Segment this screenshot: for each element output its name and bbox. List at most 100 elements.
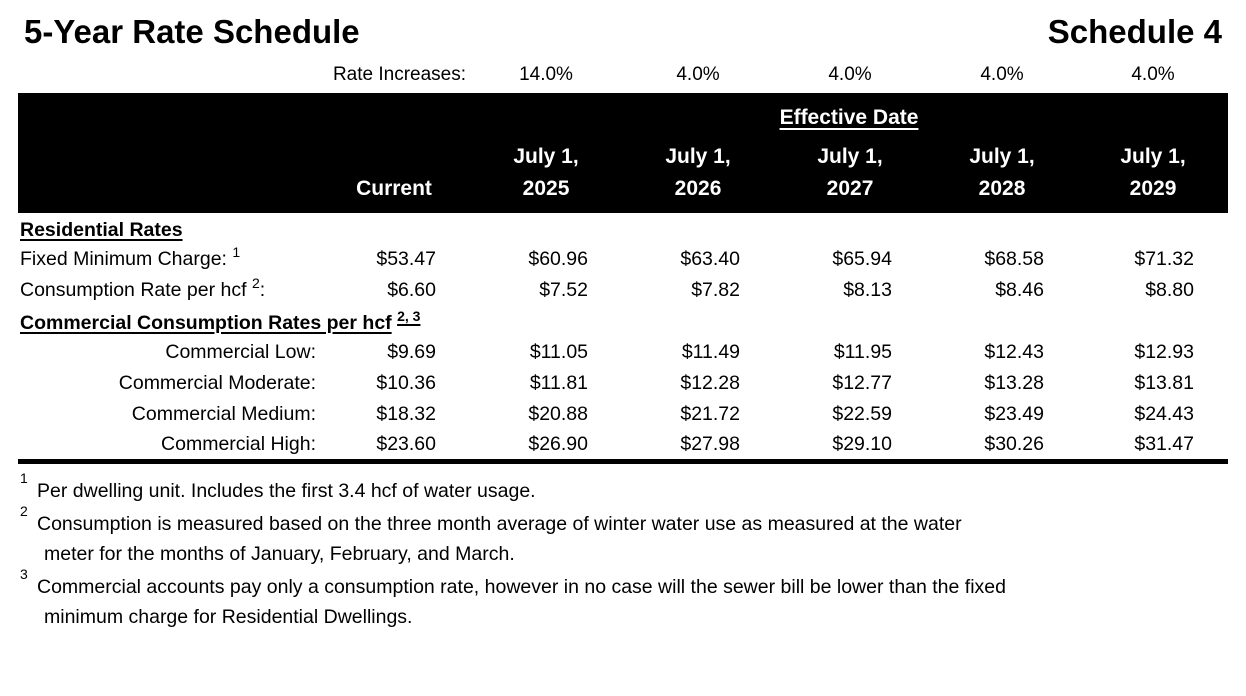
value-2029: $13.81 (1134, 372, 1195, 394)
residential-rates-heading: Residential Rates (18, 213, 1228, 244)
header-spacer (18, 93, 470, 131)
effective-date-label: Effective Date (779, 106, 919, 129)
value-2028: $13.28 (984, 372, 1045, 394)
column-header-line2: 2028 (978, 176, 1026, 200)
footnote-text: Commercial accounts pay only a consumpti… (37, 575, 1006, 598)
table-row-fixed-minimum-charge: Fixed Minimum Charge: 1 $53.47 $60.96 $6… (18, 244, 1228, 275)
value-2028: $68.58 (984, 248, 1045, 270)
value-2025: $26.90 (528, 432, 589, 455)
page-title: 5-Year Rate Schedule (24, 13, 360, 50)
value-2029: $71.32 (1134, 248, 1195, 270)
row-label-text: Consumption Rate per hcf (20, 279, 247, 301)
effective-date-row: Effective Date (18, 93, 1228, 131)
rate-increase-2028: 4.0% (980, 64, 1024, 85)
row-label-sup: 2 (251, 274, 260, 291)
value-2026: $63.40 (680, 248, 741, 270)
column-header-line2: 2029 (1129, 176, 1177, 200)
column-header-line1: July 1, (969, 145, 1035, 168)
value-2026: $21.72 (680, 403, 741, 425)
rate-increase-2025: 14.0% (519, 64, 573, 85)
column-header-2027: July 1, 2027 (774, 131, 926, 213)
value-2028: $30.26 (984, 432, 1045, 455)
table-row-commercial-high: Commercial High: $23.60 $26.90 $27.98 $2… (18, 430, 1228, 461)
rate-schedule-page: 5-Year Rate Schedule Schedule 4 Rate Inc… (18, 12, 1229, 632)
section-heading-row: Residential Rates (18, 213, 1228, 244)
value-2026: $11.49 (681, 341, 741, 363)
value-2027: $29.10 (832, 432, 893, 455)
row-label-sup: 1 (232, 243, 241, 260)
column-header-line2: 2026 (674, 176, 722, 200)
value-2028: $12.43 (984, 341, 1045, 363)
table-row-consumption-rate: Consumption Rate per hcf 2: $6.60 $7.52 … (18, 275, 1228, 306)
value-2027: $12.77 (832, 372, 893, 394)
value-current: $9.69 (387, 341, 437, 363)
column-header-2026: July 1, 2026 (622, 131, 774, 213)
value-2027: $8.13 (843, 279, 893, 301)
value-2029: $12.93 (1134, 341, 1195, 363)
value-2027: $22.59 (832, 403, 893, 425)
value-2026: $12.28 (680, 372, 741, 394)
column-header-2025: July 1, 2025 (470, 131, 622, 213)
row-label: Fixed Minimum Charge: 1 (18, 244, 318, 275)
table-row-commercial-medium: Commercial Medium: $18.32 $20.88 $21.72 … (18, 399, 1228, 430)
value-2025: $20.88 (528, 403, 589, 425)
effective-date-cell: Effective Date (470, 93, 1228, 131)
footnotes: 1 Per dwelling unit. Includes the first 3… (18, 464, 1228, 632)
value-2027: $11.95 (833, 341, 893, 363)
footnote-text: Per dwelling unit. Includes the first 3.… (37, 479, 536, 502)
row-label: Commercial Medium: (131, 403, 316, 425)
value-2028: $8.46 (995, 279, 1045, 301)
value-2026: $27.98 (680, 432, 741, 455)
footnote-3: 3 Commercial accounts pay only a consumpt… (20, 567, 1222, 632)
value-current: $18.32 (376, 403, 437, 425)
row-label: Consumption Rate per hcf 2: (18, 275, 318, 306)
schedule-number-label: Schedule 4 (1047, 13, 1222, 50)
value-current: $6.60 (387, 279, 437, 301)
commercial-rates-heading: Commercial Consumption Rates per hcf 2, … (18, 306, 1228, 337)
footnote-1: 1 Per dwelling unit. Includes the first 3… (20, 469, 536, 502)
value-2029: $24.43 (1134, 403, 1195, 425)
table-row-commercial-moderate: Commercial Moderate: $10.36 $11.81 $12.2… (18, 368, 1228, 399)
column-header-line1: July 1, (513, 145, 579, 168)
rate-increase-2027: 4.0% (828, 64, 872, 85)
column-header-line2: 2027 (826, 176, 874, 200)
value-2027: $65.94 (832, 248, 893, 270)
column-header-current: Current (356, 176, 432, 200)
title-row: 5-Year Rate Schedule Schedule 4 (18, 12, 1228, 64)
value-2028: $23.49 (984, 403, 1045, 425)
value-current: $23.60 (376, 432, 437, 455)
rate-increases-row: Rate Increases: 14.0% 4.0% 4.0% 4.0% 4.0… (18, 64, 1228, 93)
section-heading-row: Commercial Consumption Rates per hcf 2, … (18, 306, 1228, 337)
value-2025: $11.81 (529, 372, 589, 394)
column-header-2028: July 1, 2028 (926, 131, 1078, 213)
footnote-2: 2 Consumption is measured based on the th… (20, 504, 1222, 569)
column-header-line1: July 1, (1120, 145, 1186, 168)
row-label-text: Fixed Minimum Charge: (20, 248, 227, 270)
row-label: Commercial Moderate: (118, 372, 316, 394)
value-current: $53.47 (376, 248, 437, 270)
footnote-text-line2: meter for the months of January, Februar… (44, 542, 515, 565)
row-label: Commercial High: (161, 432, 316, 455)
column-headers-row: Current July 1, 2025 July 1, 2026 July 1… (18, 131, 1228, 213)
footnote-text: Consumption is measured based on the thr… (37, 512, 962, 535)
row-label: Commercial Low: (165, 341, 316, 363)
section-heading-text: Residential Rates (20, 219, 183, 241)
value-2025: $11.05 (529, 341, 589, 363)
rate-increases-label: Rate Increases: (332, 64, 467, 85)
table-body: Residential Rates Fixed Minimum Charge: … (18, 213, 1228, 461)
value-2029: $31.47 (1134, 432, 1195, 455)
section-heading-text: Commercial Consumption Rates per hcf (20, 312, 392, 334)
rate-schedule-table: Rate Increases: 14.0% 4.0% 4.0% 4.0% 4.0… (18, 64, 1229, 464)
table-header-band: Effective Date Current July 1, 2025 July… (18, 93, 1229, 213)
table-row-commercial-low: Commercial Low: $9.69 $11.05 $11.49 $11.… (18, 337, 1228, 368)
column-header-line2: 2025 (522, 176, 570, 200)
rate-increases-row-group: Rate Increases: 14.0% 4.0% 4.0% 4.0% 4.0… (18, 64, 1228, 93)
value-current: $10.36 (376, 372, 437, 394)
value-2025: $60.96 (528, 248, 589, 270)
column-header-line1: July 1, (665, 145, 731, 168)
value-2025: $7.52 (539, 279, 589, 301)
value-2029: $8.80 (1145, 279, 1195, 301)
column-header-line1: July 1, (817, 145, 883, 168)
section-heading-sup: 2, 3 (397, 307, 421, 324)
value-2026: $7.82 (691, 279, 741, 301)
